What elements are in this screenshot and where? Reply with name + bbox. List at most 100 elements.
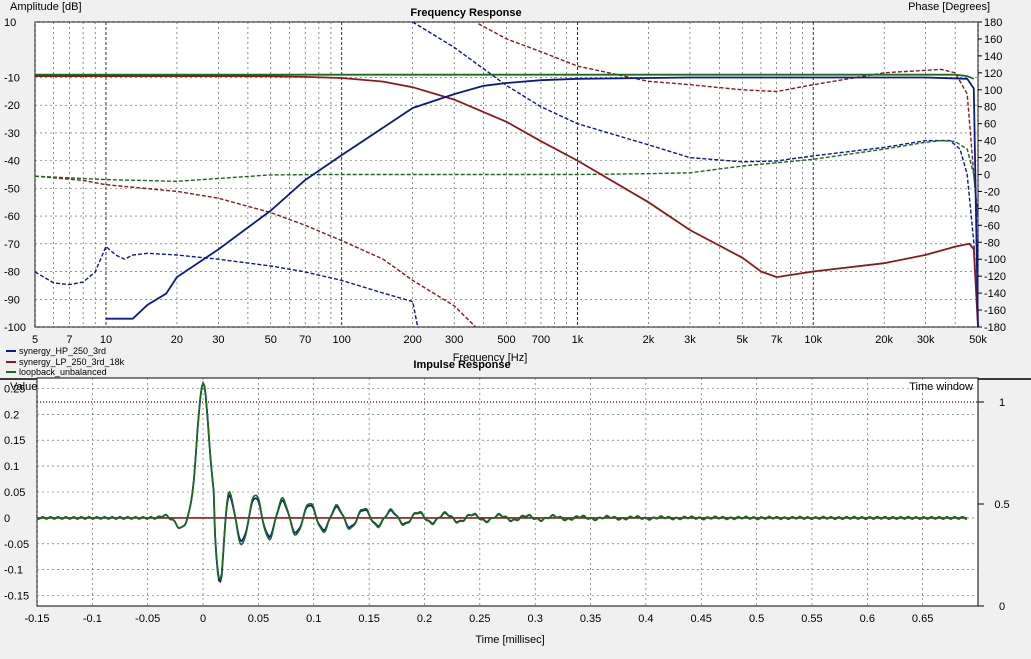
ir-xtick-label: 0.55: [801, 613, 822, 625]
fr-y2tick-label: -20: [984, 186, 1000, 198]
ir-xtick-label: 0.1: [306, 613, 321, 625]
fr-ytick-label: -40: [4, 156, 20, 168]
legend-label-loopback: loopback_unbalanced: [19, 367, 107, 377]
ir-xtick-label: 0.65: [912, 613, 933, 625]
fr-y2tick-label: 180: [984, 17, 1002, 29]
fr-xtick-label: 50k: [969, 334, 987, 346]
ir-xtick-label: 0.35: [580, 613, 601, 625]
ir-ytick-label: 0.05: [4, 487, 25, 499]
impulse-response-chart: -0.15 -0.1 -0.05 0 0.05 0.1 0.15 0.2 0.25 0.3 0.35…: [4, 359, 1010, 646]
fr-y2tick-label: -40: [984, 203, 1000, 215]
fr-phase-loopback-unbalanced: [34, 139, 979, 226]
fr-y2tick-label: -140: [984, 288, 1006, 300]
fr-y2tick-label: 20: [984, 153, 996, 165]
ir-ytick-label: -0.1: [4, 565, 23, 577]
ir-xtick-label: 0.2: [417, 613, 432, 625]
fr-y2tick-label: -80: [984, 237, 1000, 249]
ir-xtick-label: 0.05: [248, 613, 269, 625]
ir-xtick-label: 0.45: [691, 613, 712, 625]
ir-curves: [36, 380, 978, 584]
fr-y2tick-label: 0: [984, 170, 990, 182]
fr-xtick-label: 30k: [917, 334, 935, 346]
fr-ytick-label: -60: [4, 211, 20, 223]
fr-xtick-label: 30: [212, 334, 224, 346]
fr-phase-wrap-synergy-lp-250-3rd-18k: [478, 23, 979, 217]
fr-y2tick-label: 100: [984, 85, 1002, 97]
fr-xtick-label: 70: [299, 334, 311, 346]
fr-y2tick-label: 160: [984, 34, 1002, 46]
fr-y2tick-label: 60: [984, 119, 996, 131]
fr-y2tick-label: -100: [984, 254, 1006, 266]
fr-tick-labels: 5 7 10 20 30 50 70 100 200 300 500 700 1k 2k 3k 5k 7k 10k…: [4, 17, 1006, 346]
ir-xtick-label: -0.15: [24, 613, 49, 625]
fr-ytick-label: -30: [4, 128, 20, 140]
fr-legend: synergy_HP_250_3rd synergy_LP_250_3rd_18…: [6, 346, 125, 377]
ir-ytick-label: 0.15: [4, 435, 25, 447]
fr-xtick-label: 500: [497, 334, 515, 346]
fr-xtick-label: 300: [445, 334, 463, 346]
legend-label-hp: synergy_HP_250_3rd: [19, 346, 106, 356]
ir-xtick-label: 0.4: [638, 613, 653, 625]
fr-ytick-label: -20: [4, 100, 20, 112]
ir-ytick-label: 0.25: [4, 383, 25, 395]
ir-xtick-label: 0.5: [749, 613, 764, 625]
ir-ytick-label: 0: [4, 513, 10, 525]
ir-curve-loopback-unbalanced: [36, 381, 967, 581]
ir-ytick-label: -0.15: [4, 591, 29, 603]
ir-y2tick-label: 0: [999, 601, 1005, 613]
ir-xtick-label: 0.6: [860, 613, 875, 625]
ir-xtick-label: 0.15: [358, 613, 379, 625]
ir-xtick-label: 0.3: [528, 613, 543, 625]
fr-y2tick-label: 140: [984, 51, 1002, 63]
fr-phase-synergy-lp-250-3rd-18k: [34, 175, 477, 328]
fr-xtick-label: 50: [265, 334, 277, 346]
fr-curves: [34, 21, 979, 328]
fr-y2tick-label: -60: [984, 220, 1000, 232]
ir-xtick-label: 0: [200, 613, 206, 625]
ir-grid: [36, 378, 978, 606]
fr-y2tick-label: -180: [984, 322, 1006, 334]
fr-ytick-label: -50: [4, 183, 20, 195]
fr-xtick-label: 1k: [572, 334, 584, 346]
fr-y2tick-label: 120: [984, 68, 1002, 80]
ir-tick-labels: -0.15 -0.1 -0.05 0 0.05 0.1 0.15 0.2 0.25 0.3 0.35…: [4, 383, 1010, 625]
ir-ytick-label: 0.1: [4, 461, 19, 473]
fr-xtick-label: 20: [171, 334, 183, 346]
ir-y2tick-label: 1: [999, 397, 1005, 409]
ir-ylabel: Value: [10, 381, 37, 393]
fr-xtick-label: 5: [32, 334, 38, 346]
fr-amplitude-synergy-lp-250-3rd-18k: [35, 75, 979, 328]
fr-y2tick-label: -160: [984, 305, 1006, 317]
fr-xlabel: Frequency [Hz]: [453, 352, 528, 364]
fr-xtick-label: 10k: [804, 334, 822, 346]
fr-ytick-label: 10: [4, 17, 16, 29]
fr-xtick-label: 20k: [875, 334, 893, 346]
ir-y2tick-label: 0.5: [994, 499, 1009, 511]
ir-xtick-label: -0.1: [83, 613, 102, 625]
fr-ytick-label: -80: [4, 267, 20, 279]
fr-xtick-label: 100: [333, 334, 351, 346]
ir-xtick-label: 0.25: [469, 613, 490, 625]
fr-xtick-label: 5k: [736, 334, 748, 346]
ir-ytick-label: -0.05: [4, 539, 29, 551]
ir-xtick-label: -0.05: [135, 613, 160, 625]
fr-ytick-label: -70: [4, 239, 20, 251]
fr-amplitude-synergy-hp-250-3rd: [106, 76, 979, 328]
ir-title: Impulse Response: [413, 359, 510, 371]
frequency-response-chart: 5 7 10 20 30 50 70 100 200 300 500 700 1k 2k 3k 5k 7k 10k…: [4, 1, 1006, 377]
fr-y2tick-label: 80: [984, 102, 996, 114]
fr-xtick-label: 2k: [643, 334, 655, 346]
fr-xtick-label: 700: [532, 334, 550, 346]
fr-ytick-label: -10: [4, 72, 20, 84]
fr-phase-synergy-hp-250-3rd: [34, 245, 419, 328]
ir-xlabel: Time [millisec]: [475, 634, 544, 646]
fr-ylabel: Amplitude [dB]: [10, 1, 82, 13]
fr-y2label: Phase [Degrees]: [908, 1, 990, 13]
fr-xtick-label: 3k: [684, 334, 696, 346]
fr-xtick-label: 7k: [771, 334, 783, 346]
fr-ytick-label: -100: [4, 322, 26, 334]
fr-ytick-label: -90: [4, 294, 20, 306]
legend-label-lp: synergy_LP_250_3rd_18k: [19, 357, 125, 367]
fr-xtick-label: 200: [404, 334, 422, 346]
